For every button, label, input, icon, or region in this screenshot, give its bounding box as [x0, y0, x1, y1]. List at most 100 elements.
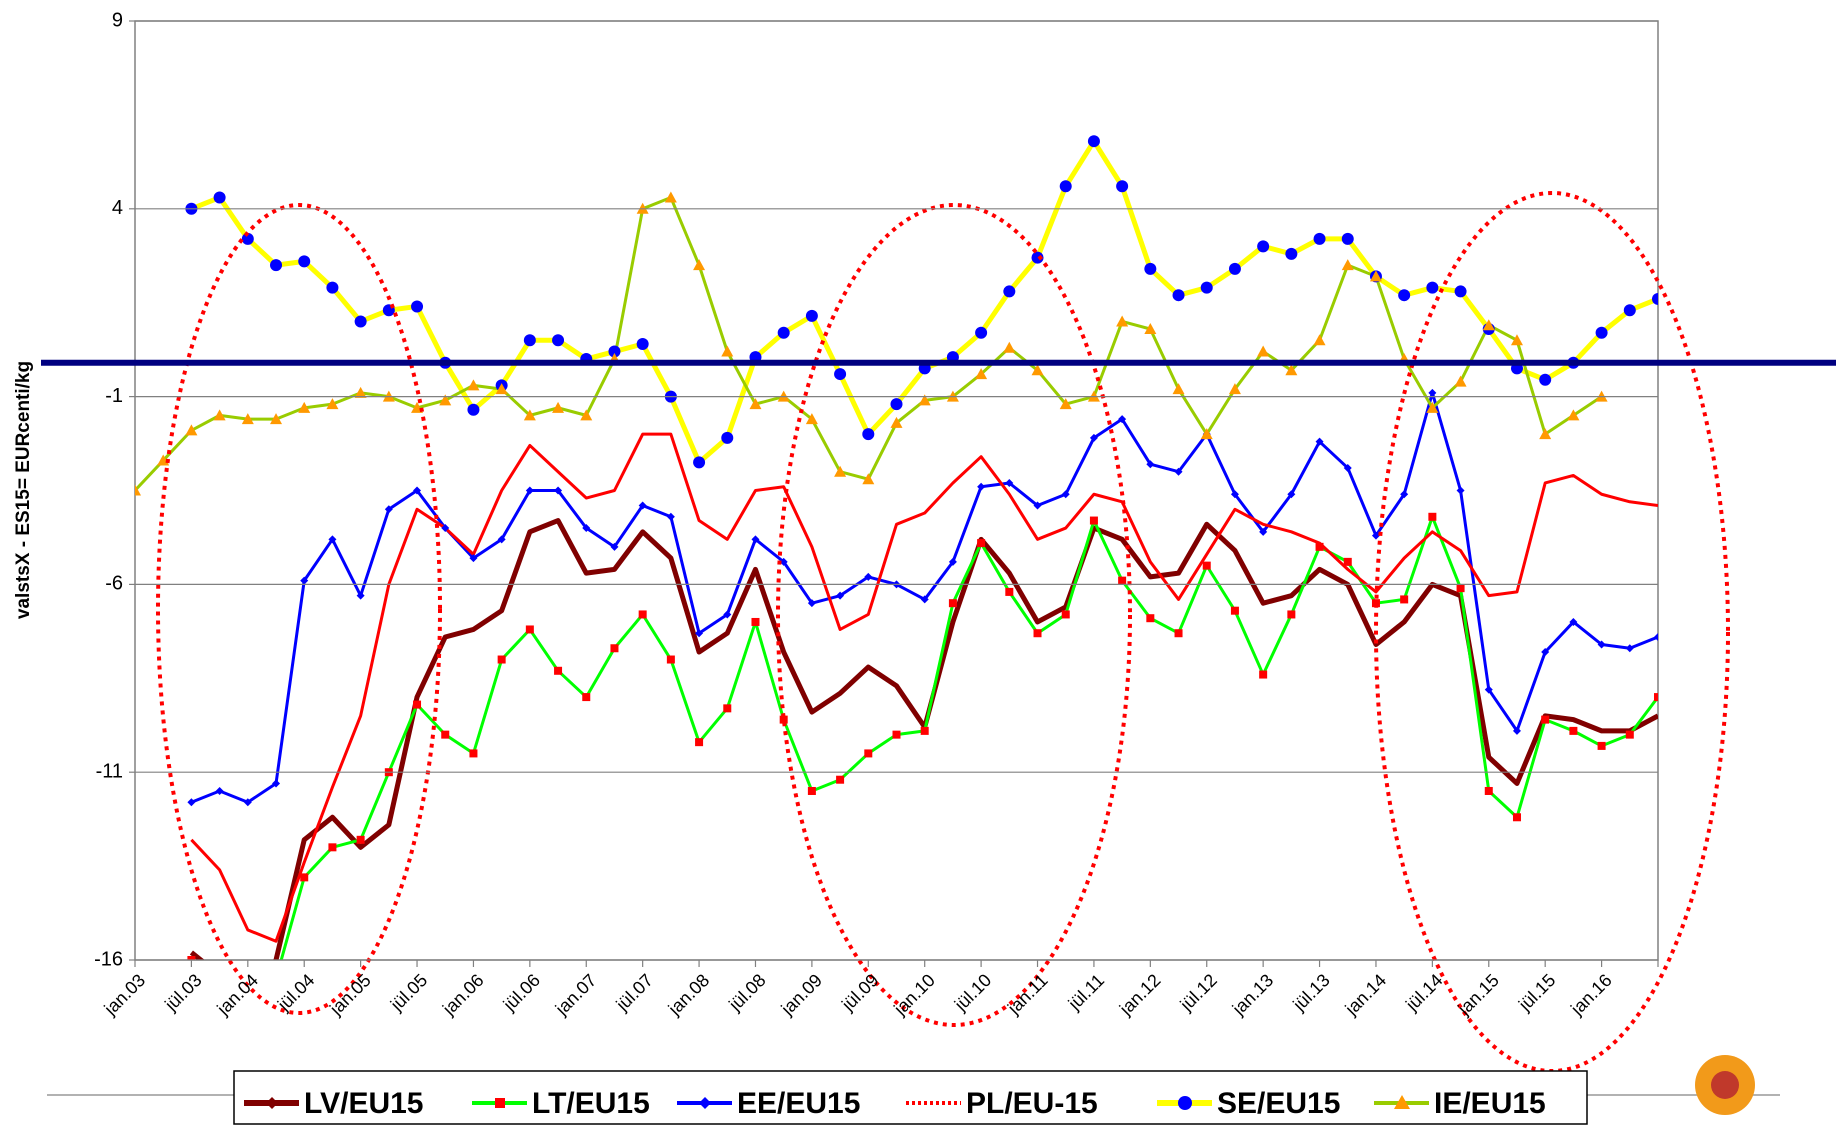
marker [1285, 364, 1298, 376]
x-tick-label: jan.04 [212, 970, 262, 1020]
marker [497, 655, 506, 664]
marker [1315, 437, 1324, 446]
marker [354, 315, 367, 328]
marker [1623, 304, 1636, 317]
marker [779, 557, 788, 566]
y-tick-label: 4 [112, 197, 123, 219]
ellipse [156, 203, 442, 1015]
marker [1061, 490, 1070, 499]
marker [525, 486, 534, 495]
marker [356, 591, 365, 600]
marker [948, 599, 957, 608]
marker [582, 693, 591, 702]
marker [1230, 490, 1239, 499]
x-tick-label: jan.13 [1228, 970, 1278, 1020]
marker [1400, 595, 1409, 604]
marker [1146, 460, 1155, 469]
marker [1482, 319, 1495, 331]
marker [384, 505, 393, 514]
marker [1089, 433, 1098, 442]
marker [270, 259, 283, 272]
y-tick-label: -16 [94, 948, 123, 970]
marker [413, 700, 422, 709]
marker [1369, 270, 1382, 282]
marker [469, 554, 478, 563]
y-tick-label: 9 [112, 9, 123, 31]
marker [1146, 614, 1155, 623]
marker [666, 512, 675, 521]
x-tick-label: jan.14 [1341, 970, 1391, 1020]
plot-frame [134, 20, 1659, 961]
marker [918, 394, 931, 406]
marker [241, 413, 254, 425]
marker [1031, 251, 1044, 264]
marker [272, 975, 280, 983]
marker [1541, 715, 1550, 724]
x-tick-label: jan.05 [325, 970, 375, 1020]
marker [1343, 463, 1352, 472]
marker [666, 655, 675, 664]
marker [580, 409, 593, 421]
marker [135, 484, 141, 496]
marker [1200, 281, 1213, 294]
marker [721, 345, 734, 357]
marker [213, 191, 226, 204]
legend-label: LT/EU15 [532, 1087, 650, 1120]
marker [610, 644, 619, 653]
legend-label: IE/EU15 [1434, 1087, 1546, 1120]
marker [1426, 281, 1439, 294]
x-tick-label: jan.11 [1003, 970, 1052, 1019]
marker [695, 738, 704, 747]
marker [1003, 341, 1016, 353]
marker [1202, 561, 1211, 570]
marker [1456, 584, 1465, 593]
marker [751, 535, 760, 544]
marker [1118, 415, 1127, 424]
marker [1005, 587, 1014, 596]
x-tick-label: jül.07 [612, 970, 657, 1015]
marker [1541, 648, 1550, 657]
marker [1654, 632, 1658, 641]
marker [467, 379, 480, 391]
marker [1625, 730, 1634, 739]
logo-core [1711, 1071, 1739, 1099]
series-line [135, 196, 1603, 492]
marker [749, 398, 762, 410]
marker [1371, 531, 1380, 540]
marker [328, 843, 337, 852]
marker [1512, 726, 1521, 735]
marker [664, 191, 677, 203]
marker [1033, 629, 1042, 638]
plot-area [135, 135, 1658, 983]
series-line [189, 518, 1658, 960]
y-tick-label: -11 [96, 760, 123, 782]
marker [779, 715, 788, 724]
marker [525, 625, 534, 634]
legend-marker [1394, 1095, 1410, 1109]
marker [1087, 135, 1100, 148]
marker [751, 617, 760, 626]
x-tick-label: jan.06 [438, 970, 488, 1020]
marker [413, 486, 422, 495]
marker [807, 599, 816, 608]
marker [469, 749, 478, 758]
y-tick-label: -1 [105, 385, 123, 407]
marker [1625, 644, 1634, 653]
marker [213, 409, 226, 421]
marker [1400, 490, 1409, 499]
marker [241, 232, 254, 245]
marker [920, 595, 929, 604]
marker [185, 424, 198, 436]
logo [1695, 1055, 1755, 1115]
y-tick-label: -6 [105, 573, 123, 595]
marker [187, 798, 196, 807]
legend-label: EE/EU15 [737, 1087, 860, 1120]
series-line [190, 432, 1658, 943]
ellipse [1374, 191, 1730, 1073]
marker [1172, 383, 1185, 395]
marker [328, 535, 337, 544]
marker [723, 610, 732, 619]
marker [1230, 606, 1239, 615]
x-tick-label: jül.06 [499, 970, 544, 1015]
